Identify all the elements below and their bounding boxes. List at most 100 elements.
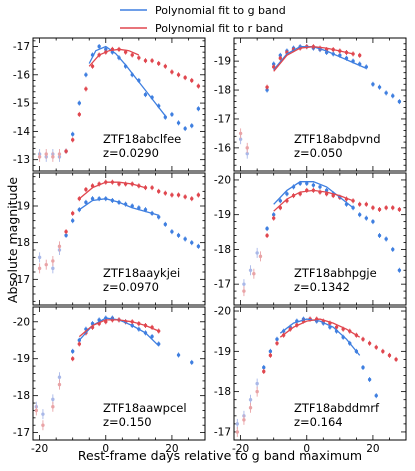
data-point-r	[183, 195, 187, 199]
data-point-g	[361, 365, 365, 370]
y-tick-label: -19	[214, 56, 231, 68]
data-point-r	[190, 196, 194, 201]
data-point-g	[371, 219, 375, 224]
redshift-label: z=0.1342	[294, 280, 350, 294]
data-point-g	[51, 397, 55, 402]
data-point-r	[271, 216, 276, 220]
fit-line-g	[273, 46, 367, 71]
redshift-label: z=0.164	[294, 415, 343, 429]
x-axis-label: Rest-frame days relative to g band maxim…	[78, 448, 362, 463]
data-point-g	[64, 233, 68, 238]
y-tick-label: -13	[13, 154, 30, 166]
data-point-g	[278, 53, 283, 58]
data-point-g	[285, 192, 289, 196]
legend-label-g: Polynomial fit to g band	[155, 4, 286, 17]
data-point-g	[190, 360, 194, 365]
data-point-g	[271, 62, 276, 66]
redshift-label: z=0.0970	[103, 280, 159, 294]
data-point-r	[235, 430, 240, 434]
data-point-g	[265, 88, 269, 92]
fit-line-r	[78, 181, 146, 200]
panel-frame	[233, 172, 407, 306]
data-point-r	[248, 406, 253, 410]
data-point-r	[64, 229, 68, 234]
data-point-g	[265, 226, 269, 231]
data-point-r	[156, 189, 161, 194]
object-name-label: ZTF18abdpvnd	[294, 132, 381, 146]
data-point-g	[384, 237, 388, 241]
y-tick-label: -15	[13, 98, 30, 110]
data-point-g	[137, 206, 141, 210]
data-point-g	[384, 91, 388, 95]
data-point-r	[271, 65, 276, 69]
data-point-r	[265, 85, 269, 89]
data-point-g	[70, 218, 75, 223]
legend: Polynomial fit to g band Polynomial fit …	[120, 4, 286, 35]
data-point-g	[255, 381, 259, 386]
data-point-g	[374, 393, 378, 398]
data-point-g	[196, 244, 201, 249]
x-tick-label: 0	[303, 443, 310, 455]
data-point-r	[130, 53, 134, 57]
data-point-r	[278, 56, 283, 60]
data-point-r	[123, 50, 128, 54]
data-point-g	[324, 188, 329, 193]
data-point-g	[271, 212, 276, 217]
data-point-r	[238, 131, 243, 136]
data-point-g	[190, 240, 194, 245]
data-point-g	[377, 85, 382, 89]
fit-line-r	[273, 46, 354, 72]
y-tick-label: -17	[214, 426, 231, 438]
fit-line-r	[279, 318, 361, 338]
fit-line-r	[273, 189, 354, 212]
data-point-r	[163, 64, 168, 68]
data-point-r	[176, 73, 181, 77]
legend-label-r: Polynomial fit to r band	[155, 22, 283, 35]
y-tick-label: -18	[214, 85, 231, 97]
data-point-r	[384, 206, 388, 210]
data-point-g	[41, 412, 45, 416]
fit-line-g	[78, 198, 159, 216]
data-point-r	[183, 75, 187, 80]
y-tick-label: -19	[214, 209, 231, 221]
data-point-g	[242, 282, 246, 286]
data-point-r	[163, 191, 168, 195]
data-point-g	[268, 349, 273, 354]
data-point-r	[357, 202, 362, 206]
y-axis-label: Absolute magnitude	[5, 177, 20, 304]
data-point-g	[238, 137, 243, 141]
object-name-label: ZTF18abddmrf	[294, 401, 380, 415]
data-point-g	[262, 365, 266, 370]
y-tick-label: -16	[214, 142, 231, 154]
data-point-r	[364, 202, 369, 206]
data-point-r	[51, 259, 55, 263]
data-point-r	[84, 87, 88, 91]
data-point-g	[176, 353, 181, 357]
data-point-g	[143, 92, 148, 97]
data-point-r	[381, 349, 385, 354]
data-point-g	[51, 266, 55, 271]
data-point-r	[265, 233, 269, 238]
data-point-g	[397, 99, 402, 104]
data-point-g	[357, 212, 362, 217]
data-point-r	[143, 58, 148, 63]
fit-line-g	[88, 45, 166, 117]
data-point-r	[334, 325, 339, 329]
y-tick-label: -17	[214, 113, 231, 125]
object-name-label: ZTF18abclfee	[103, 132, 181, 146]
data-point-g	[235, 422, 240, 426]
data-point-r	[37, 155, 42, 159]
y-tick-label: -18	[13, 237, 30, 249]
data-point-r	[245, 146, 249, 150]
y-tick-label: -18	[214, 244, 231, 256]
y-tick-label: -20	[214, 174, 231, 186]
data-point-r	[156, 61, 161, 66]
y-tick-label: -20	[13, 316, 30, 328]
data-point-r	[387, 353, 392, 358]
data-point-g	[196, 107, 201, 111]
y-tick-label: -19	[13, 353, 30, 365]
